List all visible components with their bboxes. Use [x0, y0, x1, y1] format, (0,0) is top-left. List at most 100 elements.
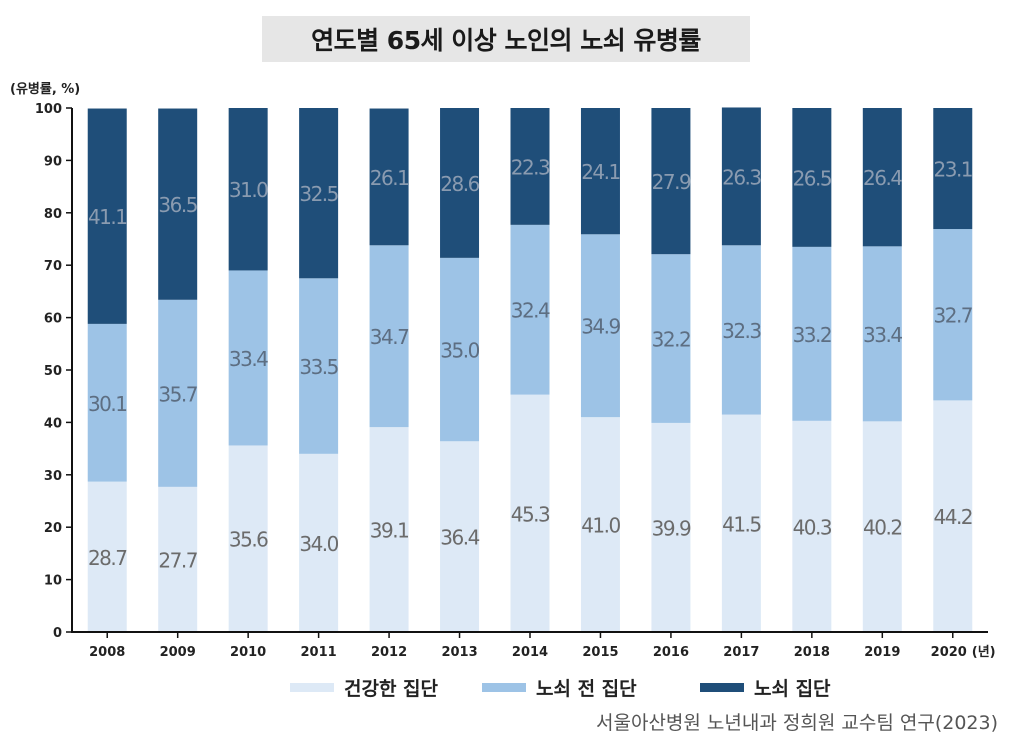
data-label: 27.7: [158, 548, 197, 572]
bar-segment: [862, 421, 902, 632]
data-label: 32.7: [934, 304, 973, 328]
data-label: 31.0: [229, 178, 268, 202]
bar-segment: [299, 278, 339, 454]
bar-segment: [580, 108, 620, 235]
bar-segment: [580, 417, 620, 632]
bar-segment: [158, 486, 198, 632]
bar-segment: [440, 108, 480, 258]
y-tick-label: 0: [53, 626, 62, 641]
data-label: 28.6: [440, 172, 479, 196]
data-label: 40.2: [863, 516, 902, 540]
x-tick-label: 2012: [371, 645, 407, 660]
y-tick-label: 80: [44, 207, 62, 222]
bar-segment: [440, 257, 480, 442]
legend-label: 노쇠 집단: [754, 678, 831, 700]
data-label: 26.3: [722, 165, 761, 189]
y-tick-label: 100: [35, 102, 62, 117]
y-axis-label: (유병률, %): [10, 81, 80, 97]
bar-segment: [299, 108, 339, 279]
data-label: 34.0: [299, 532, 338, 556]
bar-segment: [792, 420, 832, 632]
data-label: 26.5: [793, 166, 832, 190]
data-label: 44.2: [934, 505, 973, 529]
y-tick-label: 40: [44, 416, 62, 431]
bar-segment: [228, 445, 268, 632]
data-label: 35.0: [440, 339, 479, 363]
bar-segment: [721, 414, 761, 632]
bar-segment: [369, 245, 409, 428]
data-label: 39.9: [652, 516, 691, 540]
data-label: 23.1: [934, 158, 973, 182]
bar-segment: [369, 427, 409, 632]
data-label: 28.7: [88, 546, 127, 570]
bar-segment: [510, 224, 550, 395]
bar-segment: [933, 229, 973, 401]
x-tick-label: 2017: [723, 645, 759, 660]
data-label: 34.7: [370, 325, 409, 349]
x-tick-label: 2011: [301, 645, 337, 660]
bar-segment: [510, 108, 550, 225]
legend-swatch: [482, 683, 526, 692]
bar-segment: [792, 108, 832, 247]
data-label: 27.9: [652, 170, 691, 194]
y-tick-label: 30: [44, 469, 62, 484]
data-label: 41.0: [581, 514, 620, 538]
bar-segment: [158, 108, 198, 300]
bar-segment: [651, 254, 691, 423]
data-label: 33.2: [793, 323, 832, 347]
y-tick-label: 60: [44, 312, 62, 327]
bar-segment: [651, 108, 691, 255]
data-label: 33.5: [299, 355, 338, 379]
data-label: 41.5: [722, 512, 761, 536]
x-tick-label: 2018: [794, 645, 830, 660]
y-tick-label: 20: [44, 521, 62, 536]
bar-segment: [158, 299, 198, 487]
data-label: 33.4: [229, 347, 268, 371]
x-tick-label: 2013: [441, 645, 477, 660]
y-tick-label: 90: [44, 154, 62, 169]
data-label: 40.3: [793, 515, 832, 539]
data-label: 32.2: [652, 328, 691, 352]
bar-segment: [228, 108, 268, 271]
x-tick-label: 2014: [512, 645, 548, 660]
bar-segment: [87, 481, 127, 632]
bar-segment: [440, 441, 480, 632]
x-tick-label: 2008: [89, 645, 125, 660]
bar-segment: [580, 234, 620, 418]
bar-segment: [228, 270, 268, 446]
bar-segment: [87, 323, 127, 482]
data-label: 39.1: [370, 519, 409, 543]
data-label: 32.5: [299, 182, 338, 206]
data-label: 41.1: [88, 205, 127, 229]
x-tick-label: 2015: [582, 645, 618, 660]
chart-title-box: 연도별 65세 이상 노인의 노쇠 유병률: [262, 16, 750, 62]
legend-swatch: [290, 683, 334, 692]
data-label: 32.3: [722, 319, 761, 343]
bar-segment: [862, 246, 902, 422]
data-label: 32.4: [511, 299, 550, 323]
bar-segment: [721, 245, 761, 415]
x-tick-label: 2020: [931, 645, 967, 660]
y-tick-label: 50: [44, 364, 62, 379]
data-label: 35.6: [229, 528, 268, 552]
data-label: 45.3: [511, 502, 550, 526]
bar-segment: [651, 422, 691, 632]
bar-segment: [933, 108, 973, 230]
data-label: 36.5: [158, 193, 197, 217]
data-label: 35.7: [158, 382, 197, 406]
bar-segment: [792, 246, 832, 421]
legend-swatch: [700, 683, 744, 692]
x-tick-label: 2016: [653, 645, 689, 660]
source-credit: 서울아산병원 노년내과 정희원 교수팀 연구(2023): [596, 712, 998, 734]
bar-segment: [721, 107, 761, 246]
bar-segment: [369, 108, 409, 246]
data-label: 34.9: [581, 315, 620, 339]
x-tick-label: 2009: [160, 645, 196, 660]
legend-label: 노쇠 전 집단: [536, 678, 637, 700]
y-tick-label: 70: [44, 259, 62, 274]
x-axis-unit: (년): [972, 645, 996, 660]
data-label: 36.4: [440, 526, 479, 550]
bar-segment: [510, 394, 550, 632]
x-tick-label: 2019: [864, 645, 900, 660]
